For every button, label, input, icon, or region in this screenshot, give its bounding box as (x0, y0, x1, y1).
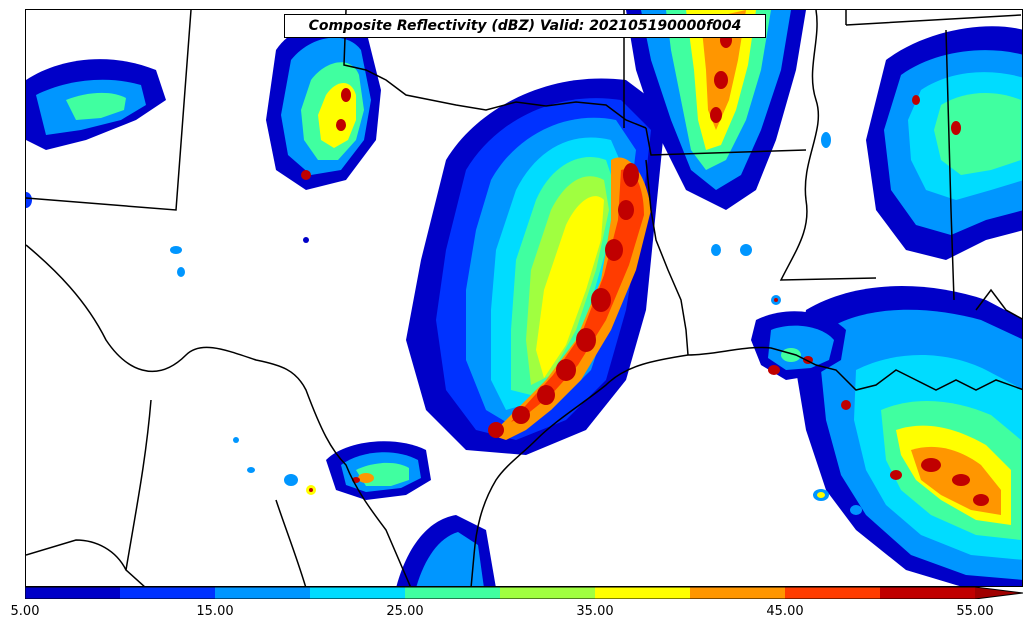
colorbar-tick-label: 5.00 (10, 604, 40, 619)
colorbar-segment (215, 587, 311, 599)
colorbar-tick-label: 15.00 (196, 604, 234, 619)
echo-level-7 (536, 196, 604, 378)
tx-la-sabine-river (645, 159, 689, 356)
colorbar-segment (500, 587, 596, 599)
colorbar-tick-label: 25.00 (386, 604, 424, 619)
map-frame[interactable] (25, 9, 1023, 587)
echo-cores-main (488, 163, 639, 438)
ar-la-border (645, 127, 807, 156)
bottom-echo (396, 515, 496, 586)
colorbar-tick-label: 55.00 (956, 604, 994, 619)
south-texas-cells (284, 441, 431, 500)
scattered-cells (26, 132, 862, 515)
far-nw-echoes (26, 59, 166, 150)
main-squall-line (406, 78, 666, 455)
colorbar-segment (785, 587, 881, 599)
al-east-border (945, 29, 955, 301)
mexico-state-line-3 (275, 499, 307, 586)
echo-level-8 (491, 157, 651, 440)
colorbar-segment (120, 587, 216, 599)
east-echoes (866, 26, 1022, 260)
tx-panhandle-west-border (26, 10, 192, 211)
reflectivity-map[interactable] (26, 10, 1023, 587)
colorbar-segment (405, 587, 501, 599)
colorbar (25, 587, 1023, 599)
fl-panhandle-line (975, 288, 1022, 320)
echo-level-9 (511, 169, 644, 422)
boundaries (26, 10, 1022, 586)
la-coast-cells (751, 311, 846, 380)
mexico-state-line-1 (125, 399, 152, 571)
colorbar-segment (25, 587, 121, 599)
colorbar-segment (880, 587, 976, 599)
ok-tx-red-river (343, 10, 647, 129)
colorbar-segment (690, 587, 786, 599)
mississippi-river (779, 10, 877, 281)
rio-grande-border (26, 244, 411, 586)
tx-coastline (470, 354, 689, 586)
map-title: Composite Reflectivity (dBZ) Valid: 2021… (284, 14, 766, 38)
radar-echoes (26, 10, 1022, 586)
mexico-state-line-2 (26, 539, 145, 586)
colorbar-tick-label: 45.00 (766, 604, 804, 619)
nw-texas-cluster (266, 19, 381, 190)
colorbar-segment (310, 587, 406, 599)
colorbar-tick-label: 35.00 (576, 604, 614, 619)
colorbar-segment (595, 587, 691, 599)
north-band (626, 10, 806, 210)
ms-al-border (845, 10, 1022, 26)
colorbar-extend-arrow (975, 587, 1023, 599)
la-coastline (687, 346, 1022, 391)
